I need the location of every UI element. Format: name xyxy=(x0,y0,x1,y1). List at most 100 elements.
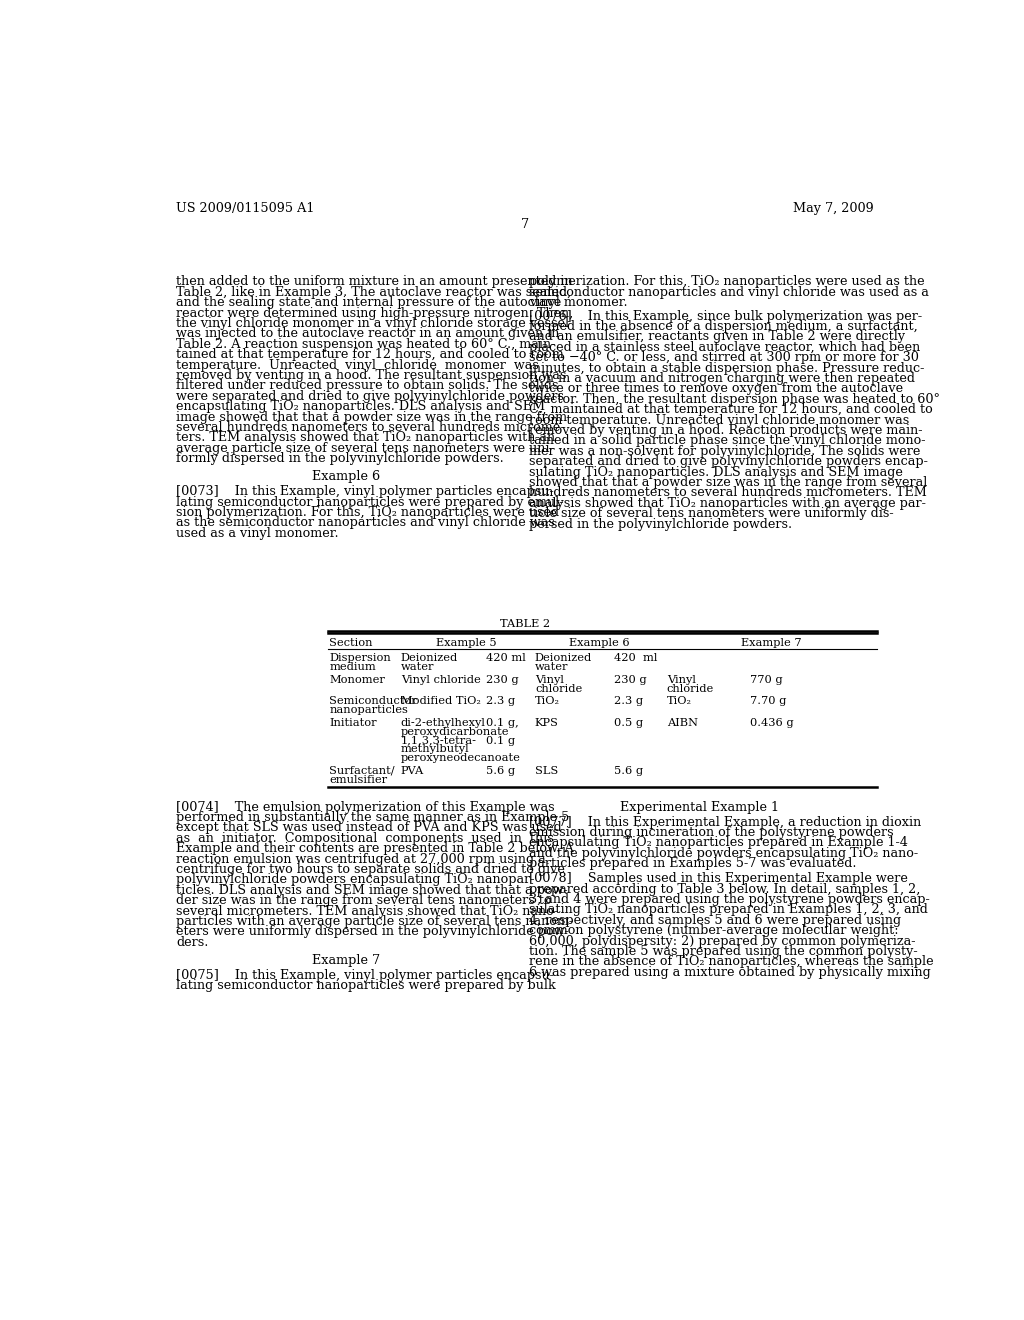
Text: reaction emulsion was centrifuged at 27,000 rpm using a: reaction emulsion was centrifuged at 27,… xyxy=(176,853,546,866)
Text: common polystyrene (number-average molecular weight:: common polystyrene (number-average molec… xyxy=(529,924,899,937)
Text: di-2-ethylhexyl: di-2-ethylhexyl xyxy=(400,718,485,727)
Text: May 7, 2009: May 7, 2009 xyxy=(793,202,873,215)
Text: used as a vinyl monomer.: used as a vinyl monomer. xyxy=(176,527,339,540)
Text: was injected to the autoclave reactor in an amount given in: was injected to the autoclave reactor in… xyxy=(176,327,559,341)
Text: Example 7: Example 7 xyxy=(740,638,801,648)
Text: formly dispersed in the polyvinylchloride powders.: formly dispersed in the polyvinylchlorid… xyxy=(176,453,504,465)
Text: the vinyl chloride monomer in a vinyl chloride storage vessel: the vinyl chloride monomer in a vinyl ch… xyxy=(176,317,569,330)
Text: removed by venting in a hood. The resultant suspension was: removed by venting in a hood. The result… xyxy=(176,370,566,381)
Text: filtered under reduced pressure to obtain solids. The solids: filtered under reduced pressure to obtai… xyxy=(176,379,558,392)
Text: Table 2. A reaction suspension was heated to 60° C., main-: Table 2. A reaction suspension was heate… xyxy=(176,338,555,351)
Text: nanoparticles: nanoparticles xyxy=(330,705,409,715)
Text: [0073]    In this Example, vinyl polymer particles encapsu-: [0073] In this Example, vinyl polymer pa… xyxy=(176,486,554,498)
Text: Semiconductor: Semiconductor xyxy=(330,696,417,706)
Text: 7.70 g: 7.70 g xyxy=(750,696,786,706)
Text: average particle size of several tens nanometers were uni-: average particle size of several tens na… xyxy=(176,442,554,455)
Text: [0077]    In this Experimental Example, a reduction in dioxin: [0077] In this Experimental Example, a r… xyxy=(529,816,922,829)
Text: and the sealing state and internal pressure of the autoclave: and the sealing state and internal press… xyxy=(176,296,561,309)
Text: vinyl monomer.: vinyl monomer. xyxy=(529,296,628,309)
Text: as the semiconductor nanoparticles and vinyl chloride was: as the semiconductor nanoparticles and v… xyxy=(176,516,555,529)
Text: Monomer: Monomer xyxy=(330,675,385,685)
Text: der size was in the range from several tens nanometers to: der size was in the range from several t… xyxy=(176,894,552,907)
Text: 770 g: 770 g xyxy=(750,675,782,685)
Text: KPS: KPS xyxy=(535,718,559,727)
Text: [0075]    In this Example, vinyl polymer particles encapsu-: [0075] In this Example, vinyl polymer pa… xyxy=(176,969,554,982)
Text: mer was a non-solvent for polyvinylchloride. The solids were: mer was a non-solvent for polyvinylchlor… xyxy=(529,445,921,458)
Text: 5.6 g: 5.6 g xyxy=(614,766,643,776)
Text: Example 7: Example 7 xyxy=(312,954,381,966)
Text: 0.436 g: 0.436 g xyxy=(750,718,794,727)
Text: 0.1 g: 0.1 g xyxy=(486,735,515,746)
Text: set to −40° C. or less, and stirred at 300 rpm or more for 30: set to −40° C. or less, and stirred at 3… xyxy=(529,351,920,364)
Text: water: water xyxy=(400,663,434,672)
Text: TABLE 2: TABLE 2 xyxy=(500,619,550,628)
Text: 6 was prepared using a mixture obtained by physically mixing: 6 was prepared using a mixture obtained … xyxy=(529,966,931,978)
Text: lating semiconductor nanoparticles were prepared by emul-: lating semiconductor nanoparticles were … xyxy=(176,496,563,508)
Text: PVA: PVA xyxy=(400,766,424,776)
Text: Initiator: Initiator xyxy=(330,718,377,727)
Text: Table 2, like in Example 3. The autoclave reactor was sealed,: Table 2, like in Example 3. The autoclav… xyxy=(176,286,571,298)
Text: Deionized: Deionized xyxy=(535,653,592,663)
Text: [0074]    The emulsion polymerization of this Example was: [0074] The emulsion polymerization of th… xyxy=(176,800,555,813)
Text: polymerization. For this, TiO₂ nanoparticles were used as the: polymerization. For this, TiO₂ nanoparti… xyxy=(529,276,925,289)
Text: formed in the absence of a dispersion medium, a surfactant,: formed in the absence of a dispersion me… xyxy=(529,321,919,333)
Text: sulating TiO₂ nanoparticles. DLS analysis and SEM image: sulating TiO₂ nanoparticles. DLS analysi… xyxy=(529,466,903,479)
Text: were separated and dried to give polyvinylchloride powders: were separated and dried to give polyvin… xyxy=(176,389,564,403)
Text: rene in the absence of TiO₂ nanoparticles, whereas the sample: rene in the absence of TiO₂ nanoparticle… xyxy=(529,956,934,969)
Text: Experimental Example 1: Experimental Example 1 xyxy=(621,800,779,813)
Text: and the polyvinylchloride powders encapsulating TiO₂ nano-: and the polyvinylchloride powders encaps… xyxy=(529,847,919,859)
Text: TiO₂: TiO₂ xyxy=(535,696,560,706)
Text: Dispersion: Dispersion xyxy=(330,653,391,663)
Text: tained in a solid particle phase since the vinyl chloride mono-: tained in a solid particle phase since t… xyxy=(529,434,926,447)
Text: 420  ml: 420 ml xyxy=(614,653,657,663)
Text: persed in the polyvinylchloride powders.: persed in the polyvinylchloride powders. xyxy=(529,517,793,531)
Text: 3, and 4 were prepared using the polystyrene powders encap-: 3, and 4 were prepared using the polysty… xyxy=(529,892,930,906)
Text: peroxydicarbonate: peroxydicarbonate xyxy=(400,726,509,737)
Text: image showed that that a powder size was in the range from: image showed that that a powder size was… xyxy=(176,411,567,424)
Text: encapsulating TiO₂ nanoparticles. DLS analysis and SEM: encapsulating TiO₂ nanoparticles. DLS an… xyxy=(176,400,545,413)
Text: Section: Section xyxy=(330,638,373,648)
Text: medium: medium xyxy=(330,663,376,672)
Text: twice or three times to remove oxygen from the autoclave: twice or three times to remove oxygen fr… xyxy=(529,383,903,396)
Text: Vinyl: Vinyl xyxy=(667,675,695,685)
Text: hundreds nanometers to several hundreds micrometers. TEM: hundreds nanometers to several hundreds … xyxy=(529,487,928,499)
Text: room temperature. Unreacted vinyl chloride monomer was: room temperature. Unreacted vinyl chlori… xyxy=(529,413,909,426)
Text: several micrometers. TEM analysis showed that TiO₂ nano-: several micrometers. TEM analysis showed… xyxy=(176,904,558,917)
Text: Vinyl: Vinyl xyxy=(535,675,564,685)
Text: US 2009/0115095 A1: US 2009/0115095 A1 xyxy=(176,202,314,215)
Text: 1,1,3,3-tetra-: 1,1,3,3-tetra- xyxy=(400,735,477,746)
Text: Example 5: Example 5 xyxy=(436,638,497,648)
Text: prepared according to Table 3 below. In detail, samples 1, 2,: prepared according to Table 3 below. In … xyxy=(529,883,921,895)
Text: particles with an average particle size of several tens nanom-: particles with an average particle size … xyxy=(176,915,573,928)
Text: temperature.  Unreacted  vinyl  chloride  monomer  was: temperature. Unreacted vinyl chloride mo… xyxy=(176,359,539,372)
Text: [0076]    In this Example, since bulk polymerization was per-: [0076] In this Example, since bulk polym… xyxy=(529,310,923,322)
Text: Modified TiO₂: Modified TiO₂ xyxy=(400,696,480,706)
Text: except that SLS was used instead of PVA and KPS was used: except that SLS was used instead of PVA … xyxy=(176,821,562,834)
Text: polyvinylchloride powders encapsulating TiO₂ nanopar-: polyvinylchloride powders encapsulating … xyxy=(176,874,535,886)
Text: showed that that a powder size was in the range from several: showed that that a powder size was in th… xyxy=(529,477,928,488)
Text: tion in a vacuum and nitrogen charging were then repeated: tion in a vacuum and nitrogen charging w… xyxy=(529,372,915,385)
Text: Example 6: Example 6 xyxy=(312,470,381,483)
Text: ticle size of several tens nanometers were uniformly dis-: ticle size of several tens nanometers we… xyxy=(529,507,894,520)
Text: centrifuge for two hours to separate solids and dried to give: centrifuge for two hours to separate sol… xyxy=(176,863,565,876)
Text: Example and their contents are presented in Table 2 below. A: Example and their contents are presented… xyxy=(176,842,573,855)
Text: Vinyl chloride: Vinyl chloride xyxy=(400,675,480,685)
Text: and an emulsifier, reactants given in Table 2 were directly: and an emulsifier, reactants given in Ta… xyxy=(529,330,905,343)
Text: ticles. DLS analysis and SEM image showed that that a pow-: ticles. DLS analysis and SEM image showe… xyxy=(176,884,567,896)
Text: AIBN: AIBN xyxy=(667,718,697,727)
Text: C., maintained at that temperature for 12 hours, and cooled to: C., maintained at that temperature for 1… xyxy=(529,404,933,416)
Text: 230 g: 230 g xyxy=(614,675,646,685)
Text: [0078]    Samples used in this Experimental Example were: [0078] Samples used in this Experimental… xyxy=(529,873,908,886)
Text: sion polymerization. For this, TiO₂ nanoparticles were used: sion polymerization. For this, TiO₂ nano… xyxy=(176,506,559,519)
Text: then added to the uniform mixture in an amount presented in: then added to the uniform mixture in an … xyxy=(176,276,572,289)
Text: water: water xyxy=(535,663,568,672)
Text: eters were uniformly dispersed in the polyvinylchloride pow-: eters were uniformly dispersed in the po… xyxy=(176,925,568,939)
Text: Deionized: Deionized xyxy=(400,653,458,663)
Text: placed in a stainless steel autoclave reactor, which had been: placed in a stainless steel autoclave re… xyxy=(529,341,921,354)
Text: 0.1 g,: 0.1 g, xyxy=(486,718,519,727)
Text: 4, respectively, and samples 5 and 6 were prepared using: 4, respectively, and samples 5 and 6 wer… xyxy=(529,913,901,927)
Text: 5.6 g: 5.6 g xyxy=(486,766,515,776)
Text: ders.: ders. xyxy=(176,936,209,949)
Text: SLS: SLS xyxy=(535,766,558,776)
Text: as  an  initiator.  Compositional  components  used  in  this: as an initiator. Compositional component… xyxy=(176,832,554,845)
